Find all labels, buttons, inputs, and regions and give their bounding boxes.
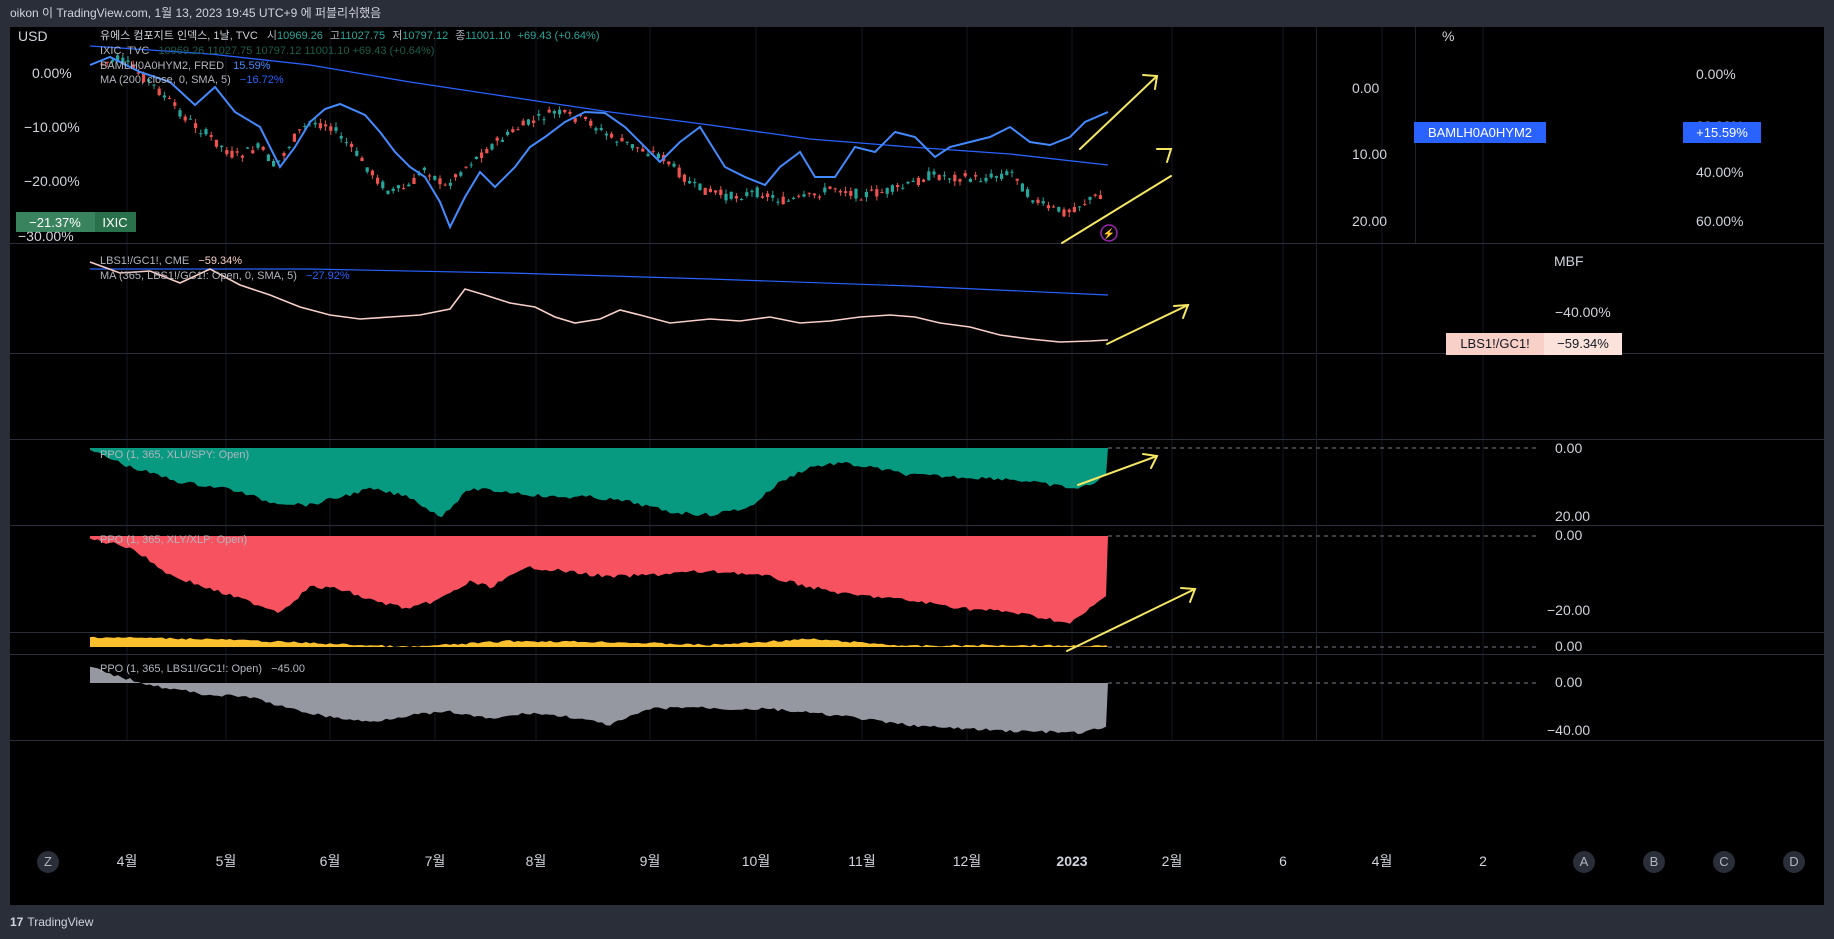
ppo-xlu-spy-area: [90, 448, 1108, 518]
time-label-13: 2: [1479, 853, 1487, 869]
svg-text:Z: Z: [44, 854, 52, 869]
time-label-1: 5월: [216, 853, 237, 869]
svg-text:BAMLH0A0HYM2: BAMLH0A0HYM2: [1428, 125, 1532, 140]
tradingview-brand: TradingView: [27, 915, 94, 929]
time-label-9: 2023: [1056, 853, 1087, 869]
time-axis: 4월 5월 6월 7월 8월 9월 10월 11월 12월 2023 2월 6 …: [117, 853, 1487, 869]
ppo-lbs-axis-1: −40.00: [1547, 722, 1590, 738]
lbs-unit: MBF: [1554, 253, 1584, 269]
svg-text:−21.37%: −21.37%: [29, 215, 81, 230]
ppo-lbs-legend: PPO (1, 365, LBS1!/GC1!: Open) −45.00: [100, 663, 305, 675]
time-label-4: 8월: [526, 853, 547, 869]
ppo-lbs-gold-pane[interactable]: PPO (1, 365, LBS1!/GC1!: Open) −45.00 0.…: [90, 663, 1590, 738]
scale-button-z[interactable]: Z: [37, 851, 59, 873]
publish-info-bar: oikon 이 TradingView.com, 1월 13, 2023 19:…: [0, 0, 1834, 27]
scale-button-a[interactable]: A: [1573, 851, 1595, 873]
ppo-yellow-pane[interactable]: 0.00: [90, 636, 1582, 654]
right-axis-0: 0.00%: [1696, 66, 1736, 82]
lbs-axis-0: −40.00%: [1555, 304, 1611, 320]
svg-text:IXIC: IXIC: [102, 215, 127, 230]
ppo-xly-legend: PPO (1, 365, XLY/XLP: Open): [100, 534, 247, 546]
mid-axis-0: 0.00: [1352, 80, 1379, 96]
lbs-ma-line: [90, 268, 1109, 296]
baml-name-badge: BAMLH0A0HYM2: [1414, 122, 1546, 143]
ppo-xlu-axis-0: 0.00: [1555, 440, 1582, 456]
baml-line: [89, 55, 1109, 230]
left-axis-1: −10.00%: [24, 119, 80, 135]
time-label-11: 6: [1279, 853, 1287, 869]
right-axis-3: 60.00%: [1696, 213, 1743, 229]
ppo-yellow-area: [90, 636, 1108, 647]
time-label-8: 12월: [953, 853, 981, 869]
svg-text:B: B: [1650, 854, 1659, 869]
ppo-xlu-spy-pane[interactable]: PPO (1, 365, XLU/SPY: Open) 0.00 20.00: [90, 440, 1590, 524]
lbs-gold-pane[interactable]: LBS1!/GC1!, CME −59.34% MA (365, LBS1!/G…: [89, 253, 1622, 355]
ppo-xlu-axis-1: 20.00: [1555, 508, 1590, 524]
right-axis-2: 40.00%: [1696, 164, 1743, 180]
lbs-legend: LBS1!/GC1!, CME −59.34%: [100, 255, 242, 267]
baml-legend: BAMLH0A0HYM2, FRED 15.59%: [100, 60, 271, 72]
ixic-candles: [100, 52, 1102, 218]
drawn-arrows[interactable]: [1061, 74, 1197, 652]
time-label-6: 10월: [742, 853, 770, 869]
percent-label: %: [1442, 28, 1454, 44]
scale-button-c[interactable]: C: [1713, 851, 1735, 873]
ma-200-line: [89, 45, 1109, 166]
arrow-4: [1077, 453, 1159, 486]
chart-frame[interactable]: ⚡ USD % 0.00% −10.00% −20.00% −30.00% 0.…: [10, 27, 1824, 905]
time-label-12: 4월: [1372, 853, 1393, 869]
lightning-icon: ⚡: [1103, 227, 1115, 240]
scale-button-d[interactable]: D: [1783, 851, 1805, 873]
lbs-ma-legend: MA (365, LBS1!/GC1!: Open, 0, SMA, 5) −2…: [100, 270, 350, 282]
ppo-xly-xlp-area: [90, 536, 1108, 624]
time-label-10: 2월: [1162, 853, 1183, 869]
pane-separators: [10, 27, 1824, 741]
arrow-1: [1079, 74, 1159, 150]
grid-lines: [126, 27, 1484, 740]
ppo-xly-axis-0: 0.00: [1555, 527, 1582, 543]
ppo-xly-axis-1: −20.00: [1547, 602, 1590, 618]
ma-legend: MA (200, close, 0, SMA, 5) −16.72%: [100, 74, 284, 86]
time-label-7: 11월: [848, 853, 875, 869]
svg-text:LBS1!/GC1!: LBS1!/GC1!: [1460, 336, 1529, 351]
lbs-ratio-line: [89, 261, 1109, 343]
main-price-pane[interactable]: ⚡ USD % 0.00% −10.00% −20.00% −30.00% 0.…: [16, 28, 1761, 244]
baml-value-badge: +15.59%: [1683, 122, 1761, 143]
main-legend: 유에스 컴포지트 인덱스, 1날, TVC 시10969.26 고11027.7…: [100, 29, 599, 42]
svg-text:C: C: [1719, 854, 1728, 869]
ppo-xlu-legend: PPO (1, 365, XLU/SPY: Open): [100, 449, 249, 461]
left-axis-partial: −20.00%: [24, 173, 80, 189]
ixic-price-badge: −21.37% IXIC: [16, 212, 136, 232]
tradingview-logo[interactable]: 17 TradingView: [10, 915, 93, 929]
time-label-5: 9월: [640, 853, 661, 869]
lbs-badge: LBS1!/GC1! −59.34%: [1446, 333, 1622, 355]
time-label-2: 6월: [320, 853, 341, 869]
ppo-yellow-axis-0: 0.00: [1555, 638, 1582, 654]
mid-axis-1: 10.00: [1352, 146, 1387, 162]
svg-text:−59.34%: −59.34%: [1557, 336, 1609, 351]
tradingview-logo-icon: 17: [10, 915, 24, 929]
dividend-event-icon[interactable]: [1100, 224, 1118, 242]
arrow-5: [1066, 587, 1197, 652]
footer-bar: 17 TradingView: [0, 905, 1834, 939]
svg-text:+15.59%: +15.59%: [1696, 125, 1748, 140]
arrow-2: [1061, 148, 1173, 244]
left-axis-0: 0.00%: [32, 65, 72, 81]
time-label-3: 7월: [425, 853, 446, 869]
publish-info-text: oikon 이 TradingView.com, 1월 13, 2023 19:…: [10, 6, 382, 20]
time-label-0: 4월: [117, 853, 138, 869]
mid-axis-2: 20.00: [1352, 213, 1387, 229]
svg-text:A: A: [1580, 854, 1589, 869]
ppo-lbs-area: [90, 666, 1108, 735]
ppo-xly-xlp-pane[interactable]: PPO (1, 365, XLY/XLP: Open) 0.00 −20.00: [90, 527, 1590, 624]
currency-label: USD: [18, 28, 48, 44]
arrow-3: [1106, 303, 1190, 345]
ixic-legend: IXIC, TVC 10969.26 11027.75 10797.12 110…: [100, 45, 434, 57]
scale-button-b[interactable]: B: [1643, 851, 1665, 873]
ppo-lbs-axis-0: 0.00: [1555, 674, 1582, 690]
svg-text:D: D: [1789, 854, 1798, 869]
